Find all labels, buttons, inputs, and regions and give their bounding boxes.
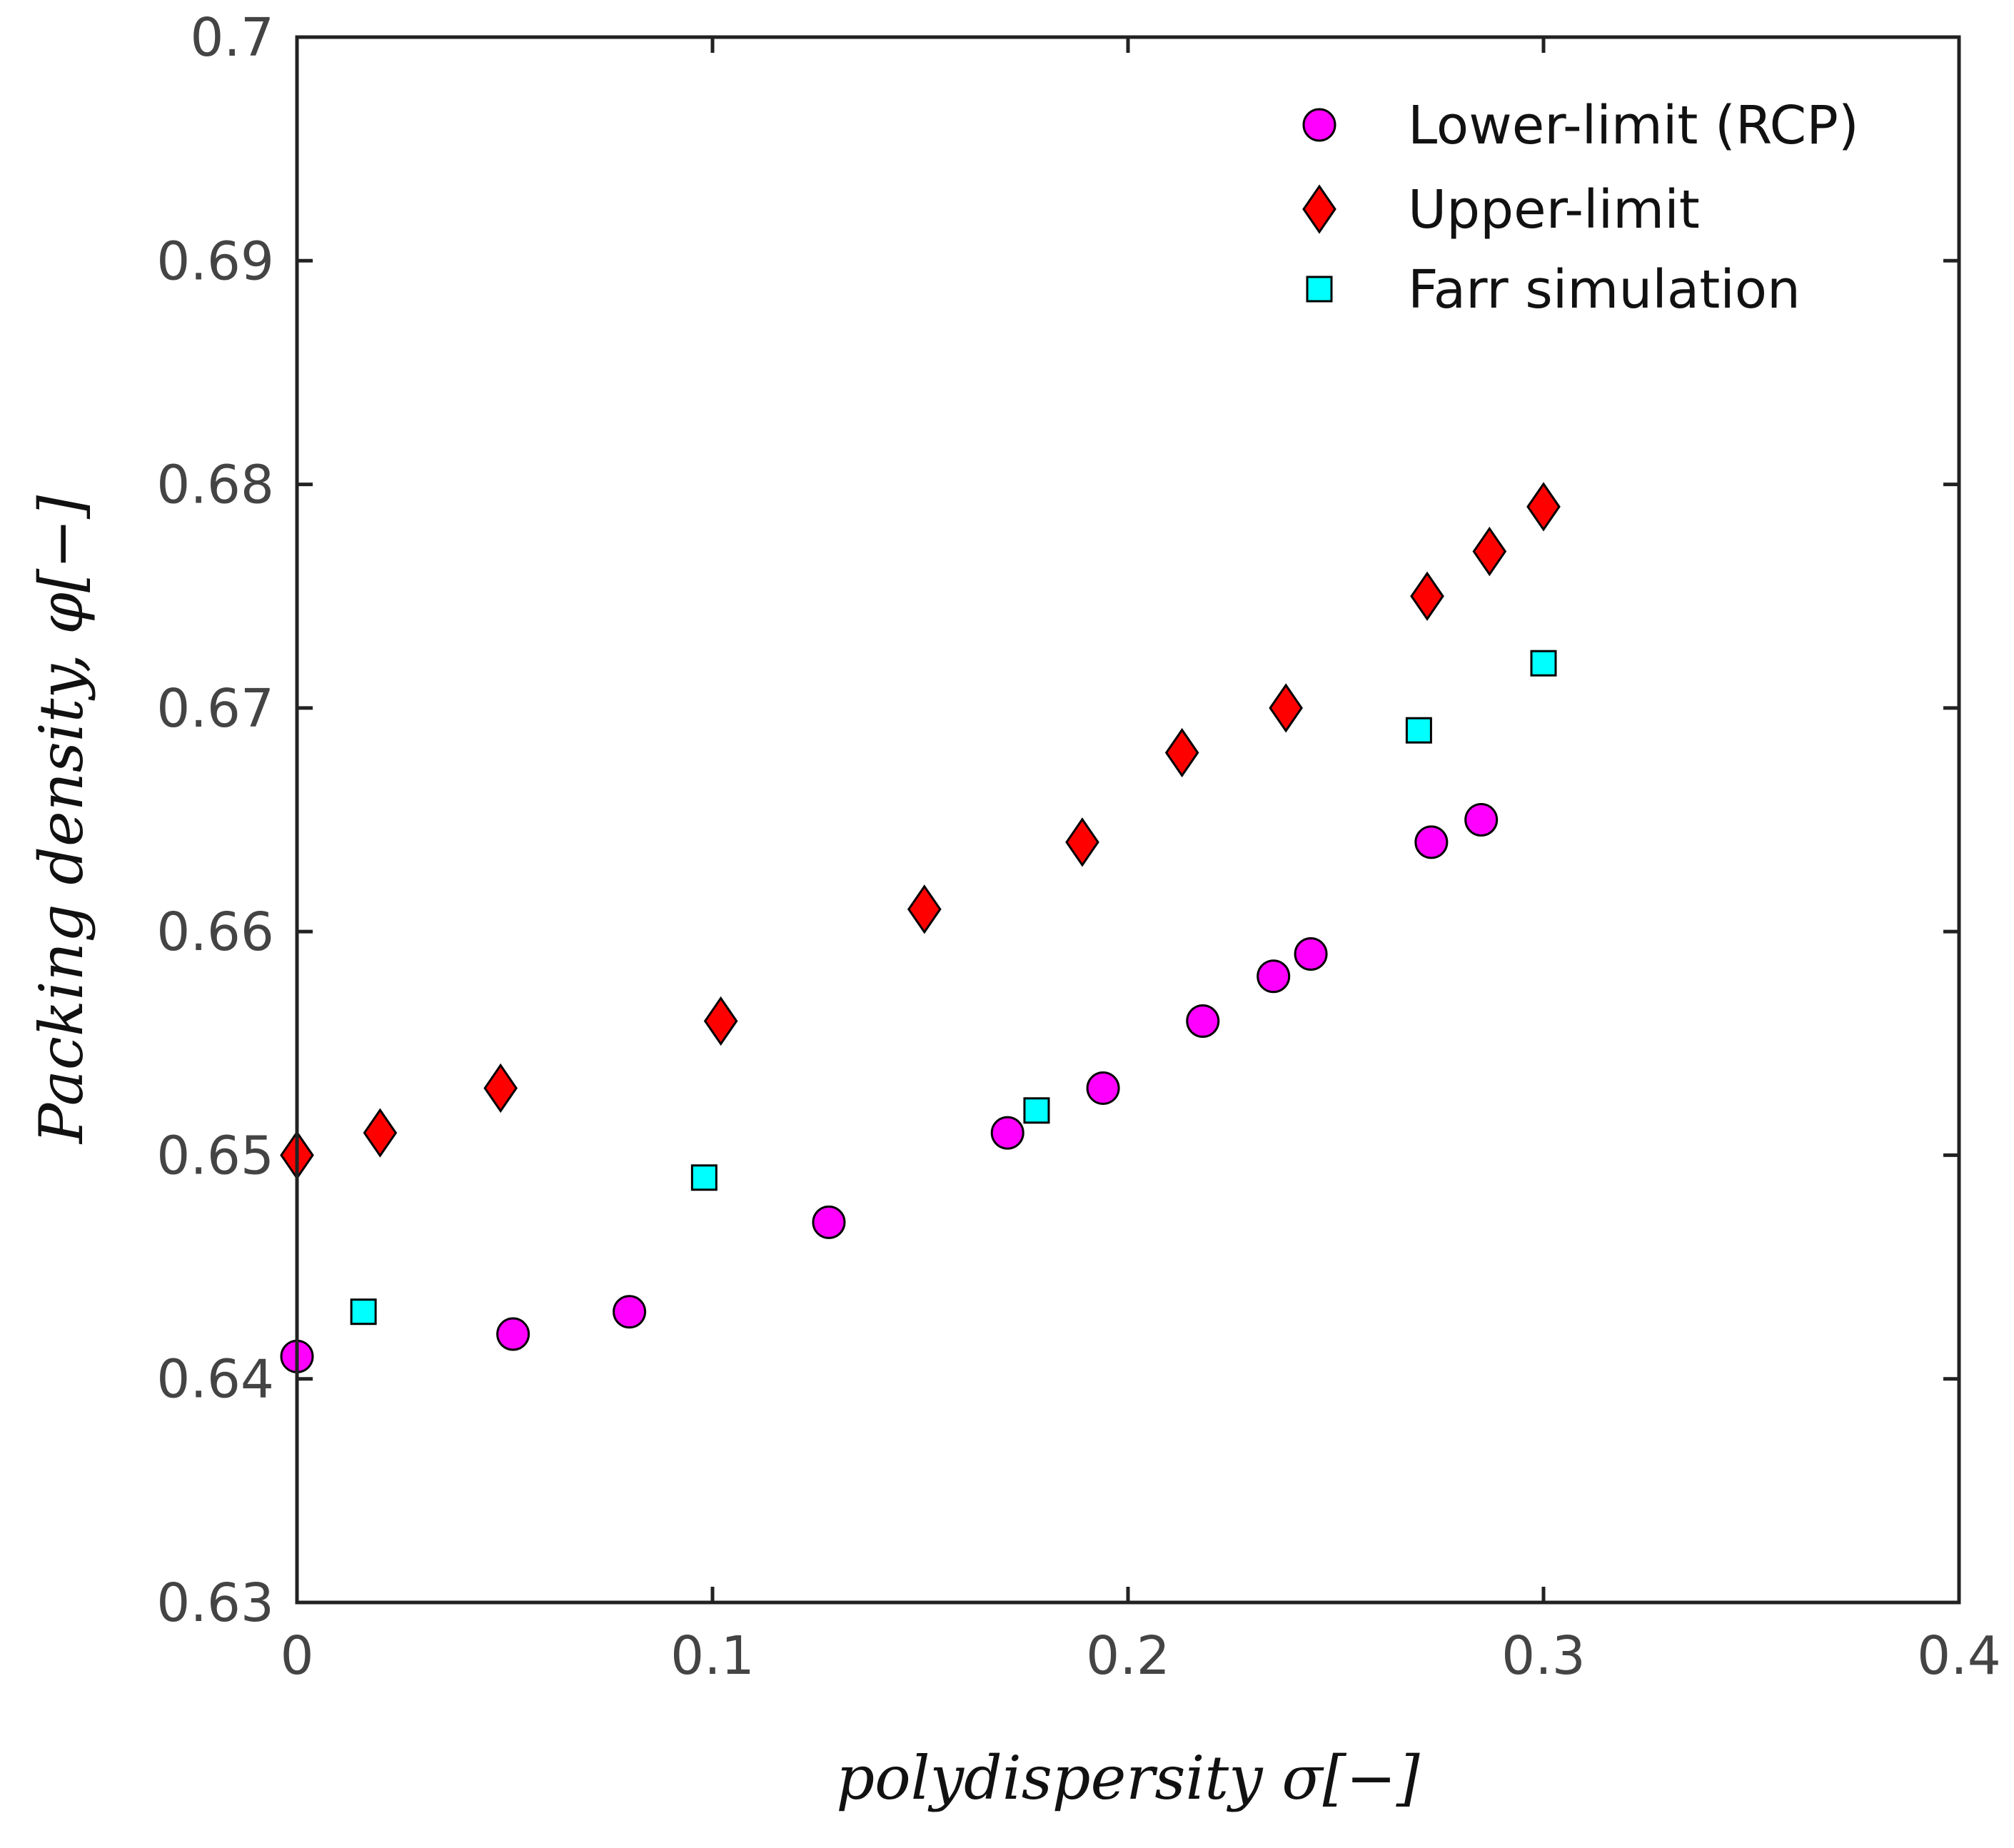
- data-point-upper-limit: [1526, 482, 1561, 532]
- data-point-lower-limit-rcp: [613, 1295, 647, 1329]
- data-point-upper-limit: [1065, 817, 1099, 867]
- data-point-upper-limit: [363, 1108, 398, 1158]
- x-axis-title: polydispersity σ[−]: [836, 1743, 1419, 1813]
- data-point-farr-simulation: [1530, 650, 1557, 677]
- legend-marker-lower-limit-rcp: [1302, 108, 1336, 142]
- y-tick-label: 0.66: [156, 902, 274, 963]
- data-point-lower-limit-rcp: [496, 1317, 530, 1351]
- x-tick-label: 0.4: [1917, 1625, 2001, 1687]
- y-tick-label: 0.64: [156, 1349, 274, 1410]
- data-point-lower-limit-rcp: [990, 1116, 1024, 1150]
- data-point-upper-limit: [1164, 727, 1199, 778]
- x-tick-label: 0.3: [1501, 1625, 1586, 1687]
- plot-area-frame: [295, 35, 1961, 1605]
- y-tick-label: 0.68: [156, 455, 274, 516]
- y-tick-label: 0.65: [156, 1125, 274, 1186]
- legend-marker-upper-limit: [1302, 184, 1336, 234]
- y-tick-label: 0.63: [156, 1572, 274, 1634]
- y-axis-title: Packing density, φ[−]: [26, 495, 96, 1145]
- data-point-farr-simulation: [1023, 1097, 1050, 1124]
- data-point-lower-limit-rcp: [1414, 825, 1449, 859]
- data-point-upper-limit: [907, 884, 942, 934]
- x-tick-label: 0.2: [1086, 1625, 1170, 1687]
- data-point-lower-limit-rcp: [1464, 803, 1499, 837]
- ticks-layer: 0.63 0.64 0.65 0.66 0.67 0.68 0.69 0.7 0 0.1 0.2 0.…: [156, 7, 2001, 1687]
- data-point-lower-limit-rcp: [1257, 959, 1291, 994]
- data-point-upper-limit: [483, 1063, 518, 1114]
- legend-label: Lower-limit (RCP): [1408, 95, 1859, 156]
- y-tick-label: 0.7: [190, 7, 274, 69]
- x-tick-label: 0: [280, 1625, 313, 1687]
- legend: Lower-limit (RCP) Upper-limit Farr simulat…: [1302, 95, 1859, 320]
- data-point-farr-simulation: [350, 1298, 377, 1326]
- legend-marker-farr-simulation: [1306, 276, 1333, 303]
- data-point-upper-limit: [1410, 571, 1444, 621]
- data-point-upper-limit: [1472, 526, 1507, 577]
- y-tick-label: 0.69: [156, 231, 274, 292]
- data-point-lower-limit-rcp: [1294, 936, 1328, 971]
- data-point-upper-limit: [1269, 683, 1303, 733]
- data-point-farr-simulation: [1405, 717, 1432, 744]
- data-point-farr-simulation: [690, 1164, 718, 1191]
- data-point-lower-limit-rcp: [812, 1205, 846, 1239]
- legend-label: Upper-limit: [1408, 179, 1700, 241]
- data-point-lower-limit-rcp: [1086, 1071, 1120, 1105]
- x-tick-label: 0.1: [670, 1625, 755, 1687]
- y-tick-label: 0.67: [156, 678, 274, 739]
- data-point-lower-limit-rcp: [1186, 1004, 1220, 1038]
- data-point-upper-limit: [703, 996, 738, 1046]
- legend-label: Farr simulation: [1408, 259, 1801, 320]
